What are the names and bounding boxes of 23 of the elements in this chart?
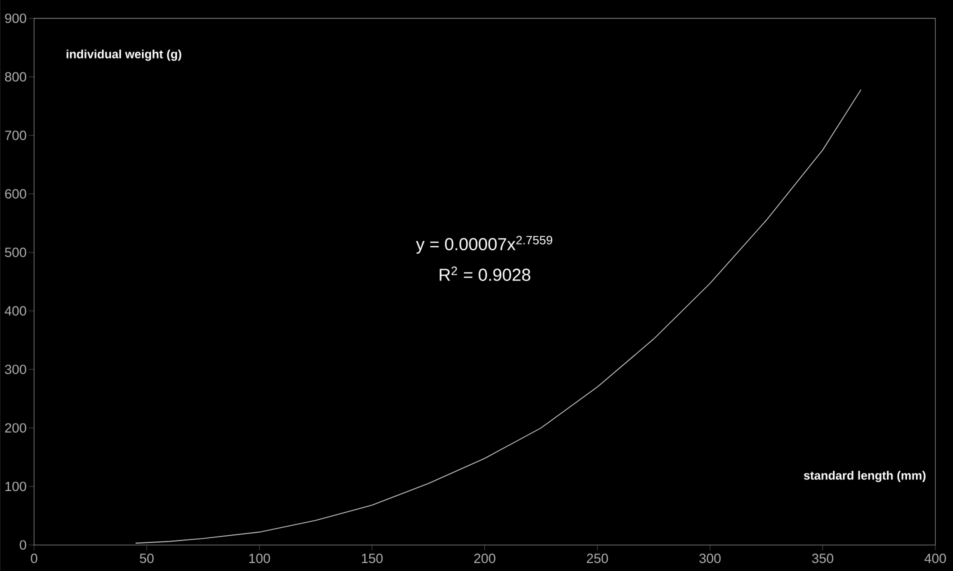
x-tick-label: 250 (586, 554, 608, 564)
y-tick-label: 200 (5, 423, 26, 433)
y-axis-title: individual weight (g) (66, 50, 182, 61)
y-tick-label: 300 (4, 364, 26, 374)
y-tick-label: 900 (5, 14, 26, 24)
y-tick-label: 800 (5, 72, 26, 82)
y-tick-label: 700 (5, 130, 26, 140)
y-tick-label: 100 (5, 482, 26, 492)
x-tick-label: 300 (699, 554, 721, 564)
x-tick-label: 200 (474, 554, 496, 564)
x-axis-title: standard length (mm) (804, 470, 926, 482)
x-tick-label: 150 (362, 554, 383, 564)
y-tick-label: 500 (4, 248, 26, 258)
y-tick-label: 0 (20, 540, 26, 550)
x-tick-label: 50 (140, 554, 154, 564)
annotation: y = 0.00007x$^{2.7559}$ (416, 236, 552, 254)
y-tick-label: 400 (4, 306, 26, 316)
x-tick-label: 0 (30, 554, 38, 564)
x-tick-label: 100 (249, 554, 270, 564)
x-tick-label: 400 (924, 554, 946, 564)
annotation: R$^{2}$ = 0.9028 (440, 266, 530, 281)
x-tick-label: 350 (812, 554, 834, 564)
y-tick-label: 600 (5, 189, 26, 199)
